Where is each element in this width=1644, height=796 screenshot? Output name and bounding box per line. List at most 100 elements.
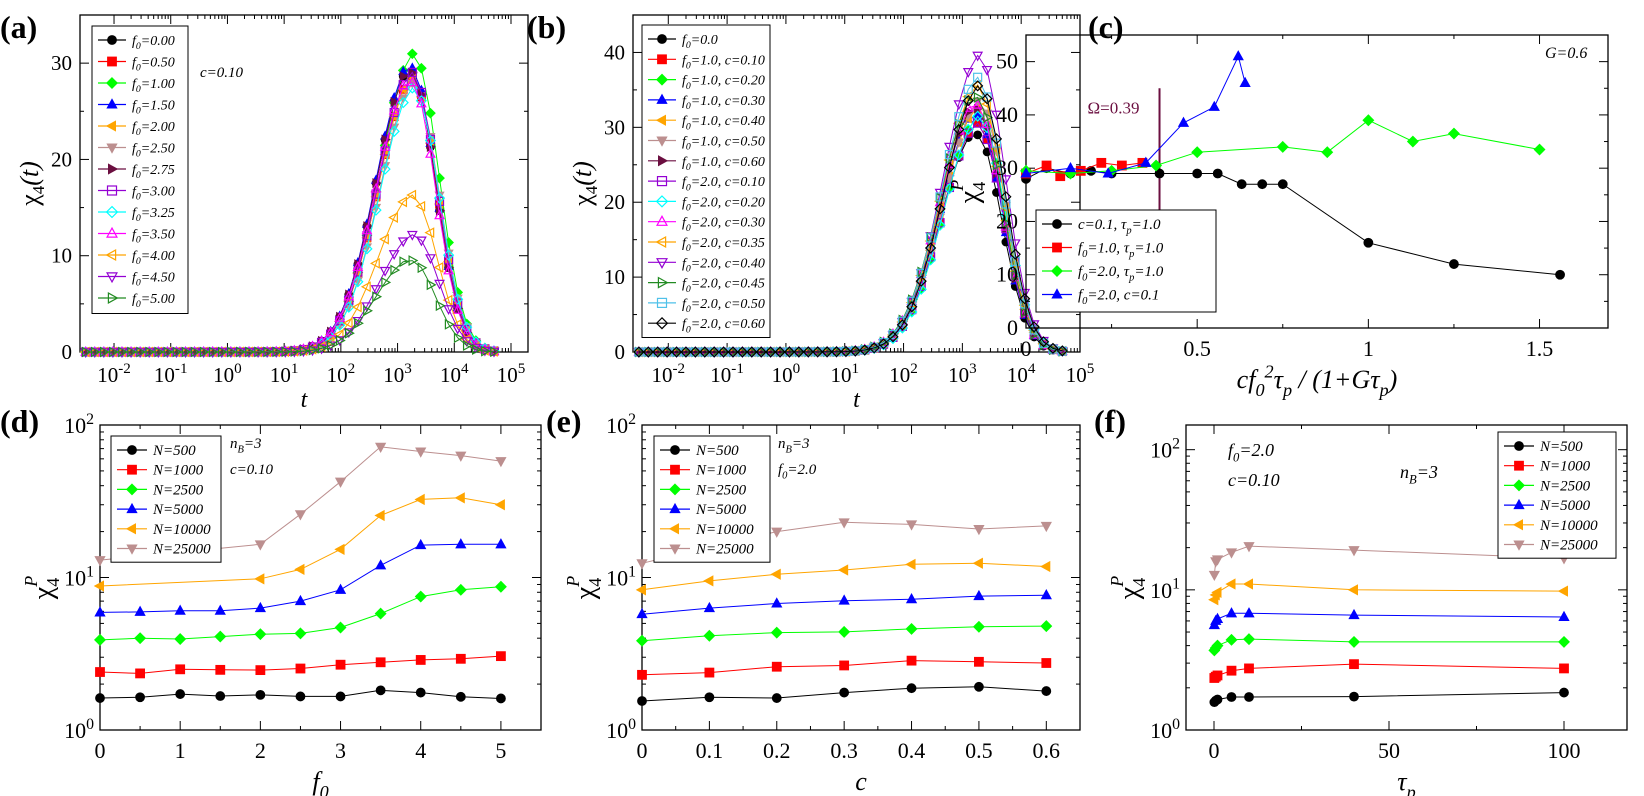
data-point [982,92,992,102]
data-point [1225,578,1236,590]
x-tick-label: 0.2 [763,738,791,763]
data-point [294,594,307,606]
data-point [481,345,491,357]
data-point [154,346,165,358]
data-point [390,96,400,108]
legend-marker [1514,441,1524,451]
data-point [1447,127,1460,140]
data-point [1555,269,1565,280]
panel-label: (a) [0,9,37,45]
data-point [704,692,715,703]
legend-label: N=5000 [695,502,747,518]
data-point [495,538,507,549]
data-point [334,336,346,347]
data-point [973,524,985,536]
data-point [1055,171,1066,182]
panel-a: 10-2 10-1 100 101 102 103 104 105 0 10 20 30 t χ4(t) c… [0,9,529,413]
legend-label: f0​=1.0, c=0.20 [682,74,765,92]
data-point [936,192,947,204]
legend-label: N=10000 [1539,518,1598,534]
data-point [136,346,147,358]
legend-marker [106,143,118,154]
data-point [916,268,926,278]
data-point [1140,156,1152,167]
y-tick-label: 10 [51,244,72,268]
annotation: c=0.10 [200,65,244,81]
data-point [981,98,991,110]
y-axis-label: χ4(t) [15,161,48,207]
legend-marker [655,114,666,126]
data-point [417,262,428,274]
data-point [1040,620,1053,633]
data-point [352,261,364,272]
panel-label: (b) [527,9,566,45]
data-point [860,344,871,355]
data-point [1321,146,1334,159]
y-tick-label: 50 [996,49,1018,74]
x-tick-label: 0 [1021,336,1032,361]
legend-box [1497,431,1617,559]
data-point [295,663,306,674]
data-point [454,583,467,596]
data-point [1211,586,1222,598]
legend-label: f0​=2.0, c=0.20 [682,195,765,213]
legend-marker [106,185,118,196]
x-tick-label: 104 [440,361,469,387]
data-point [1058,345,1069,357]
data-point [294,563,305,576]
data-point [1363,237,1374,248]
x-tick-label: 103 [383,361,412,387]
data-point [990,133,1003,145]
legend-label: f0​=3.25 [132,206,175,224]
data-point [905,622,918,635]
series-1 [1209,659,1569,683]
legend-marker [1051,288,1063,299]
data-point [1348,635,1360,648]
x-tick-label: 102 [327,361,356,387]
legend-marker [1514,460,1524,471]
data-point [174,633,187,645]
data-point [342,317,353,329]
legend-label: f0​=2.0, τp​=1.0 [1078,264,1164,284]
data-point [281,346,292,358]
legend-marker [657,34,667,44]
series-line [1213,663,1565,679]
legend-box [91,25,189,314]
data-point [100,346,110,358]
data-point [127,346,138,358]
data-point [840,345,852,358]
series-3 [1020,50,1251,178]
legend-label: c=0.1, τp​=1.0 [1078,217,1161,237]
legend-marker [656,176,668,187]
legend-label: f0​=4.00 [132,249,175,267]
panel-c: 0 0.5 1 1.5 0 10 20 30 40 50 χ4P cf0​2​τp​ / (1+Gτp… [947,9,1609,400]
x-tick-label: 102 [889,361,918,387]
data-point [199,346,210,358]
data-point [962,94,974,107]
data-point [118,346,129,358]
x-axis-label: t [301,387,309,413]
data-point [699,346,711,358]
data-point [770,568,781,580]
data-point [991,110,1002,121]
data-point [1243,542,1255,553]
legend-label: N=2500 [695,482,747,498]
panel-label: (f) [1094,403,1126,439]
y-tick-label: 100 [606,716,636,743]
data-point [363,305,373,317]
series-5 [94,442,507,567]
data-point [636,634,648,647]
data-point [637,696,647,706]
data-point [388,212,398,223]
x-tick-label: 0 [637,738,648,763]
data-point [425,254,436,265]
data-point [1348,546,1360,557]
legend-label: f0​=2.00 [132,120,175,138]
x-tick-label: 0 [1209,738,1220,763]
data-point [717,346,730,358]
data-point [415,97,427,108]
legend-label: f0​=2.0, c=0.30 [682,216,765,234]
data-point [981,93,993,105]
data-point [771,527,783,538]
legend-label: N=25000 [1539,538,1598,554]
